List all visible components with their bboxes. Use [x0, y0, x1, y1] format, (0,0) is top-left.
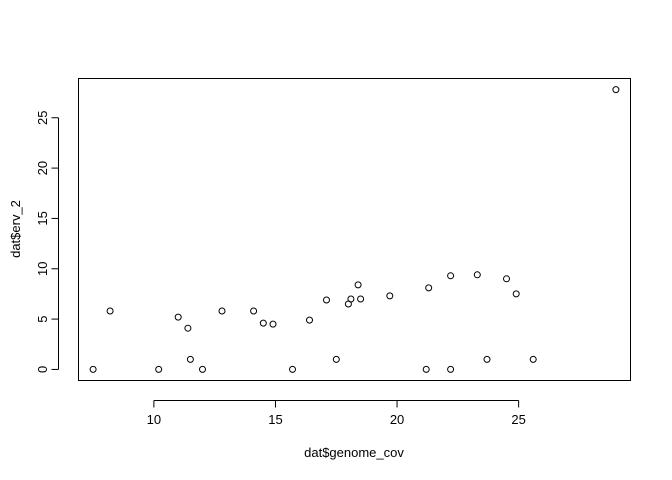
data-point: [422, 365, 430, 373]
x-axis-label: dat$genome_cov: [304, 445, 404, 460]
data-point: [357, 295, 365, 303]
data-point: [218, 307, 226, 315]
data-point: [89, 365, 97, 373]
data-point: [386, 292, 394, 300]
data-point: [512, 290, 520, 298]
data-point: [306, 316, 313, 324]
data-point: [199, 365, 206, 373]
data-point: [354, 281, 362, 289]
data-point: [186, 355, 194, 363]
y-tick-label: 25: [35, 111, 50, 125]
y-tick-label: 0: [35, 366, 50, 373]
y-axis: 0 5 10 15 20 25: [35, 111, 59, 373]
plot-frame: [78, 78, 631, 381]
data-point: [447, 272, 455, 280]
x-tick-label: 25: [511, 412, 525, 427]
x-tick-label: 15: [268, 412, 282, 427]
y-axis-label: dat$erv_2: [8, 200, 23, 258]
data-point: [529, 355, 537, 363]
data-point: [155, 365, 163, 373]
data-point: [184, 324, 192, 332]
y-tick-label: 20: [35, 161, 50, 175]
points-layer: [89, 86, 620, 373]
x-tick-label: 10: [147, 412, 161, 427]
data-point: [473, 271, 481, 279]
x-tick-label: 20: [390, 412, 404, 427]
data-point: [269, 320, 277, 328]
data-point: [332, 355, 340, 363]
y-tick-label: 5: [35, 315, 50, 322]
data-point: [106, 307, 114, 315]
data-point: [323, 296, 330, 304]
data-point: [250, 307, 258, 315]
data-point: [425, 284, 433, 292]
data-point: [447, 365, 455, 373]
data-point: [259, 319, 267, 327]
y-tick-label: 10: [35, 262, 50, 276]
data-point: [347, 295, 355, 303]
data-point: [289, 365, 296, 373]
data-point: [503, 275, 510, 283]
data-point: [612, 86, 620, 94]
data-point: [483, 355, 491, 363]
x-axis: 10 15 20 25: [147, 400, 526, 427]
data-point: [174, 313, 182, 321]
y-tick-label: 15: [35, 211, 50, 225]
